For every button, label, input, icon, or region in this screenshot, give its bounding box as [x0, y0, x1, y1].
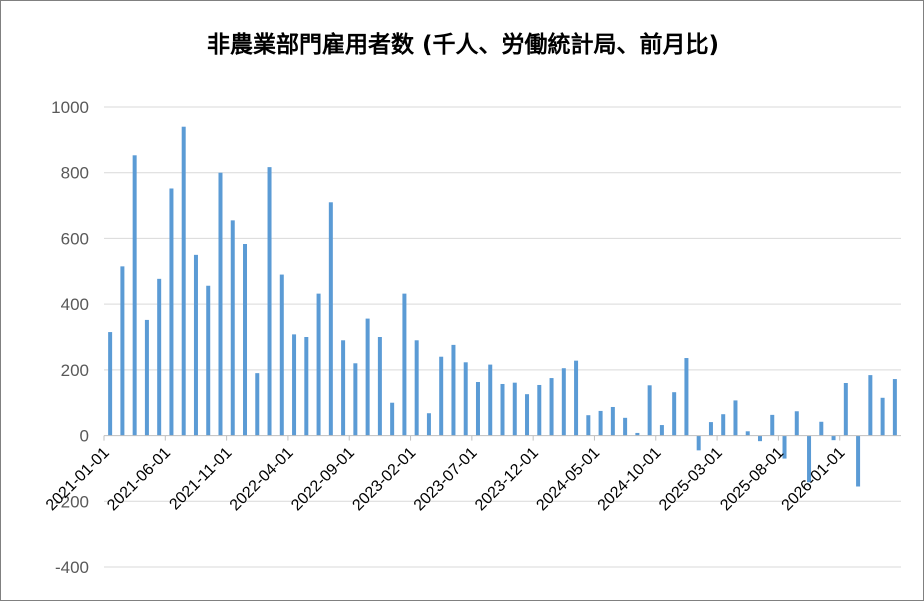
bar	[328, 202, 333, 436]
bar	[574, 360, 579, 436]
bar	[586, 415, 591, 436]
bar	[892, 379, 897, 436]
bar	[659, 425, 664, 436]
bar	[108, 332, 113, 436]
bar	[598, 410, 603, 436]
x-tick-label: 2024-05-01	[533, 444, 603, 514]
bar	[708, 422, 713, 436]
bar	[819, 421, 824, 436]
y-tick-label: 600	[61, 229, 89, 248]
axes	[103, 435, 901, 441]
bar	[157, 278, 162, 436]
y-tick-labels: -400 -200 0 200 400 600 800 1000	[51, 98, 89, 577]
bar	[770, 414, 775, 436]
chart-title: 非農業部門雇用者数 (千人、労働統計局、前月比)	[206, 32, 720, 58]
bar	[426, 413, 431, 436]
y-tick-label: 1000	[51, 98, 89, 117]
bar	[635, 432, 640, 436]
x-tick-label: 2021-11-01	[166, 444, 235, 513]
bar	[549, 378, 554, 436]
bar	[169, 188, 174, 436]
bar	[341, 340, 346, 436]
x-tick-label: 2026-01-01	[779, 444, 849, 514]
bar	[500, 383, 505, 436]
bar	[745, 431, 750, 436]
bar	[794, 411, 799, 436]
y-tick-label: 200	[61, 361, 89, 380]
y-tick-label: -400	[55, 558, 89, 577]
x-tick-label: 2023-07-01	[411, 444, 481, 514]
bar	[439, 356, 444, 436]
bar	[132, 155, 137, 436]
bar	[672, 392, 677, 436]
bar	[316, 293, 321, 436]
bar	[402, 293, 407, 436]
bar	[267, 167, 272, 436]
x-tick-label: 2023-02-01	[349, 444, 419, 514]
bar	[181, 126, 186, 436]
bar	[243, 244, 248, 436]
bar	[218, 172, 223, 436]
bar	[230, 220, 235, 436]
bar	[696, 435, 701, 451]
x-tick-labels: 2021-01-012021-06-012021-11-012022-04-01…	[43, 444, 849, 514]
bar	[610, 406, 615, 436]
x-tick-label: 2022-09-01	[288, 444, 358, 514]
bar	[120, 266, 125, 436]
bar	[733, 400, 738, 436]
x-tick-label: 2022-04-01	[227, 444, 297, 514]
bar	[193, 254, 198, 436]
bar	[623, 417, 628, 436]
bar	[684, 358, 689, 436]
bar	[255, 373, 260, 436]
bar	[782, 435, 787, 459]
gridlines	[104, 106, 901, 568]
y-tick-label: 0	[80, 427, 89, 446]
bar	[880, 397, 885, 436]
bar	[377, 337, 382, 436]
bar	[475, 382, 480, 436]
bars	[108, 126, 897, 487]
bar	[206, 285, 211, 436]
bar	[292, 334, 297, 436]
bar	[353, 363, 358, 436]
bar	[414, 340, 419, 436]
bar	[807, 435, 812, 483]
bar	[451, 344, 456, 436]
bar	[512, 382, 517, 436]
x-tick-label: 2025-03-01	[656, 444, 726, 514]
bar	[843, 383, 848, 436]
y-tick-label: -200	[55, 492, 89, 511]
bar	[390, 402, 395, 436]
bar	[304, 337, 309, 436]
bar	[488, 364, 493, 436]
bar	[279, 274, 284, 436]
bar	[525, 394, 530, 436]
bar	[647, 385, 652, 436]
y-tick-label: 800	[61, 164, 89, 183]
bar	[561, 368, 566, 436]
bar	[856, 435, 861, 487]
bar	[868, 375, 873, 436]
bar	[721, 414, 726, 436]
bar	[144, 319, 149, 436]
bar	[463, 362, 468, 436]
bar	[757, 435, 762, 442]
bar	[537, 384, 542, 436]
y-tick-label: 400	[61, 295, 89, 314]
bar	[831, 435, 836, 441]
x-tick-label: 2025-08-01	[717, 444, 787, 514]
x-tick-label: 2021-06-01	[104, 444, 174, 514]
bar	[365, 318, 370, 436]
x-tick-label: 2023-12-01	[472, 444, 542, 514]
x-tick-label: 2024-10-01	[595, 444, 665, 514]
